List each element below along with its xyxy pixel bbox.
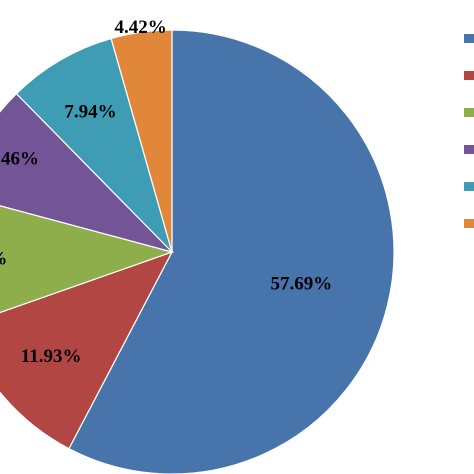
legend-swatch-3 xyxy=(464,108,474,117)
pie-slice-3 xyxy=(0,205,175,314)
legend xyxy=(464,34,474,228)
legend-swatch-4 xyxy=(464,145,474,154)
pie-data-label-2: 11.93% xyxy=(21,346,82,367)
pie-data-label-4: 8.46% xyxy=(0,149,39,170)
pie-slice-4 xyxy=(0,92,174,254)
legend-swatch-5 xyxy=(464,182,474,191)
pie-slices xyxy=(0,29,395,474)
pie-slice-5 xyxy=(15,37,173,253)
pie-data-label-1: 57.69% xyxy=(270,273,332,294)
pie-slice-2 xyxy=(0,250,174,450)
pie-data-label-3: 9.57% xyxy=(0,249,7,270)
pie-data-labels: 57.69% 11.93% 9.57% 8.46% 7.94% 4.42% xyxy=(0,17,332,367)
pie-slice-6 xyxy=(110,29,173,253)
legend-swatch-2 xyxy=(464,71,474,80)
legend-swatch-6 xyxy=(464,219,474,228)
pie-data-label-6: 4.42% xyxy=(115,17,167,38)
pie-data-label-5: 7.94% xyxy=(64,101,116,122)
legend-swatch-1 xyxy=(464,34,474,43)
